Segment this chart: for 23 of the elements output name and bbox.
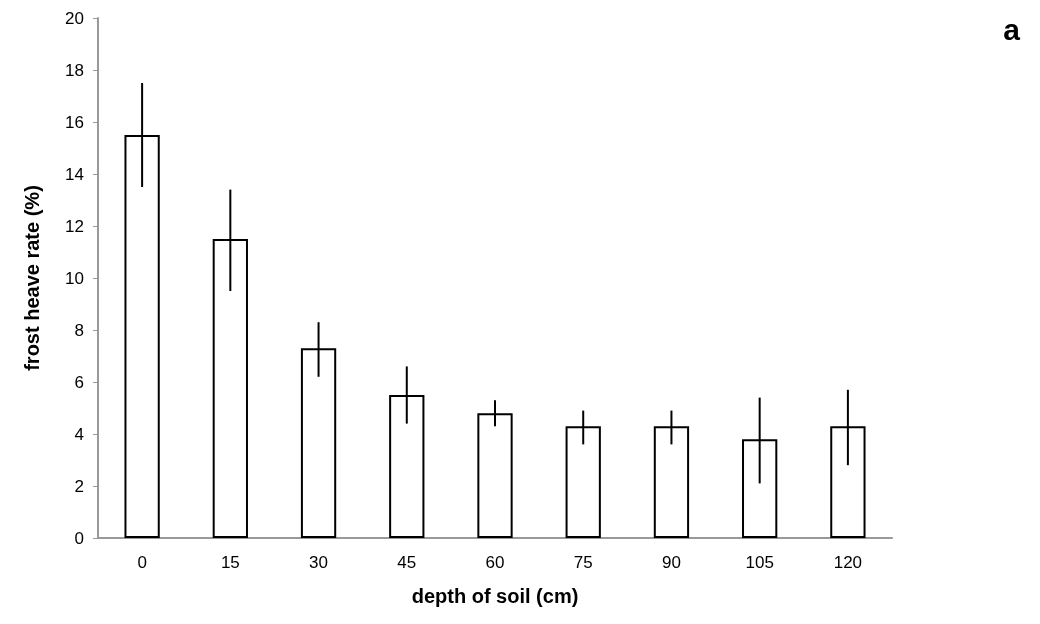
y-tick-label: 20 <box>65 8 84 28</box>
x-tick-label: 90 <box>661 553 681 572</box>
x-tick-label: 60 <box>485 553 505 572</box>
y-tick-label: 2 <box>74 476 84 496</box>
y-tick-label: 6 <box>74 372 84 392</box>
x-tick-label: 15 <box>220 553 240 572</box>
text: a <box>1003 12 1021 46</box>
y-tick-label: 16 <box>65 112 84 132</box>
y-tick-label: 18 <box>65 60 84 80</box>
y-tick-label: 4 <box>74 424 84 444</box>
x-axis-title: depth of soil (cm) <box>411 585 579 607</box>
x-tick-label: 45 <box>397 553 417 572</box>
y-axis-title: frost heave rate (%) <box>21 185 43 371</box>
x-tick-label: 0 <box>137 553 147 572</box>
y-tick-label: 14 <box>65 164 84 184</box>
x-tick-label: 120 <box>833 553 863 572</box>
x-tick-label: 75 <box>573 553 593 572</box>
y-tick-label: 12 <box>65 216 84 236</box>
x-tick-label: 105 <box>745 553 774 572</box>
y-tick-label: 0 <box>74 528 84 548</box>
y-tick-label: 8 <box>74 320 84 340</box>
y-tick-label: 10 <box>65 268 84 288</box>
x-tick-label: 30 <box>309 553 329 572</box>
